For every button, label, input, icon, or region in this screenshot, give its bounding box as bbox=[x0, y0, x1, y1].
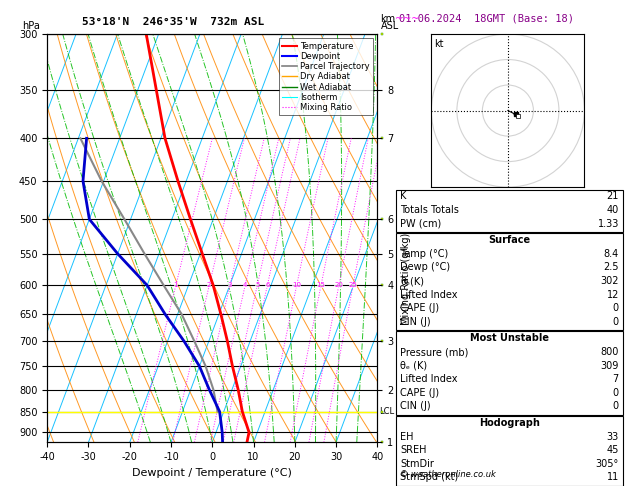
Text: ~~~: ~~~ bbox=[395, 14, 420, 24]
Text: CIN (J): CIN (J) bbox=[400, 401, 431, 412]
Text: 2: 2 bbox=[207, 282, 211, 288]
Text: 33: 33 bbox=[607, 432, 619, 442]
Text: CAPE (J): CAPE (J) bbox=[400, 303, 439, 313]
Text: 53°18'N  246°35'W  732m ASL: 53°18'N 246°35'W 732m ASL bbox=[82, 17, 264, 27]
Text: 40: 40 bbox=[607, 205, 619, 215]
Text: 1.33: 1.33 bbox=[598, 219, 619, 229]
Text: StmDir: StmDir bbox=[400, 459, 434, 469]
Text: 10: 10 bbox=[292, 282, 301, 288]
Text: km: km bbox=[381, 14, 396, 24]
Text: 6: 6 bbox=[265, 282, 270, 288]
X-axis label: Dewpoint / Temperature (°C): Dewpoint / Temperature (°C) bbox=[132, 468, 292, 478]
Text: LCL: LCL bbox=[379, 407, 394, 416]
Text: 20: 20 bbox=[335, 282, 343, 288]
Text: 12: 12 bbox=[606, 290, 619, 300]
Text: 3: 3 bbox=[228, 282, 232, 288]
Text: Lifted Index: Lifted Index bbox=[400, 374, 457, 384]
Text: Hodograph: Hodograph bbox=[479, 418, 540, 428]
Text: Temp (°C): Temp (°C) bbox=[400, 249, 448, 259]
Text: 800: 800 bbox=[601, 347, 619, 357]
Text: K: K bbox=[400, 191, 406, 202]
Text: 0: 0 bbox=[613, 401, 619, 412]
Text: 8.4: 8.4 bbox=[604, 249, 619, 259]
Text: 45: 45 bbox=[606, 445, 619, 455]
Text: θₑ(K): θₑ(K) bbox=[400, 276, 424, 286]
Text: Dewp (°C): Dewp (°C) bbox=[400, 262, 450, 273]
Text: hPa: hPa bbox=[22, 21, 40, 31]
Text: 5: 5 bbox=[255, 282, 259, 288]
Text: ASL: ASL bbox=[381, 21, 399, 31]
Text: Mixing Ratio (g/kg): Mixing Ratio (g/kg) bbox=[401, 233, 411, 325]
Text: 1: 1 bbox=[174, 282, 178, 288]
Text: 21: 21 bbox=[606, 191, 619, 202]
Text: PW (cm): PW (cm) bbox=[400, 219, 442, 229]
Text: kt: kt bbox=[435, 38, 444, 49]
Text: Lifted Index: Lifted Index bbox=[400, 290, 457, 300]
Text: 25: 25 bbox=[348, 282, 357, 288]
Text: SREH: SREH bbox=[400, 445, 426, 455]
Text: 305°: 305° bbox=[596, 459, 619, 469]
Text: StmSpd (kt): StmSpd (kt) bbox=[400, 472, 459, 483]
Text: Pressure (mb): Pressure (mb) bbox=[400, 347, 469, 357]
Text: Totals Totals: Totals Totals bbox=[400, 205, 459, 215]
Text: 309: 309 bbox=[601, 361, 619, 371]
Text: CIN (J): CIN (J) bbox=[400, 317, 431, 327]
Text: 7: 7 bbox=[613, 374, 619, 384]
Text: 302: 302 bbox=[601, 276, 619, 286]
Text: 11: 11 bbox=[607, 472, 619, 483]
Text: 4: 4 bbox=[243, 282, 247, 288]
Text: 0: 0 bbox=[613, 317, 619, 327]
Text: CAPE (J): CAPE (J) bbox=[400, 388, 439, 398]
Text: Most Unstable: Most Unstable bbox=[470, 333, 549, 344]
Text: 0: 0 bbox=[613, 388, 619, 398]
Text: © weatheronline.co.uk: © weatheronline.co.uk bbox=[400, 469, 496, 479]
Text: Surface: Surface bbox=[489, 235, 530, 245]
Legend: Temperature, Dewpoint, Parcel Trajectory, Dry Adiabat, Wet Adiabat, Isotherm, Mi: Temperature, Dewpoint, Parcel Trajectory… bbox=[279, 38, 373, 115]
Text: 0: 0 bbox=[613, 303, 619, 313]
Text: θₑ (K): θₑ (K) bbox=[400, 361, 427, 371]
Text: 2.5: 2.5 bbox=[603, 262, 619, 273]
Text: 01.06.2024  18GMT (Base: 18): 01.06.2024 18GMT (Base: 18) bbox=[399, 14, 574, 24]
Text: 15: 15 bbox=[316, 282, 325, 288]
Text: EH: EH bbox=[400, 432, 413, 442]
